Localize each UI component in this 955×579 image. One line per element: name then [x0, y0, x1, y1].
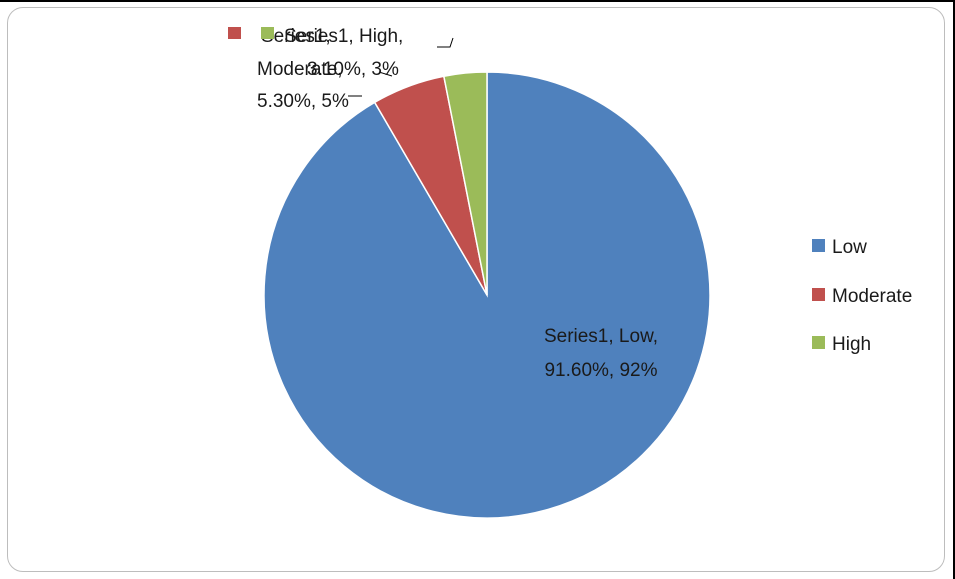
data-label-high-line2: 3.10%, 3% [307, 59, 399, 80]
data-label-high-line1: Series1, High, [284, 26, 403, 47]
top-border-line [0, 0, 955, 2]
legend: Low Moderate High [812, 237, 912, 355]
stray-swatch-high [261, 27, 274, 39]
legend-swatch-low [812, 239, 825, 252]
legend-label-moderate: Moderate [832, 286, 912, 307]
data-label-moderate-line1: Series1, [261, 26, 331, 47]
leader-lines [348, 37, 454, 97]
leader-line-high [437, 37, 454, 48]
right-border-line [953, 0, 955, 579]
chart-area [7, 7, 945, 572]
data-label-moderate-line3: 5.30%, 5% [257, 91, 349, 112]
stray-swatch-moderate [228, 27, 241, 39]
pie-slice-high [442, 71, 488, 296]
legend-swatch-high [812, 336, 825, 349]
legend-label-high: High [832, 334, 871, 355]
leader-line-moderate [378, 71, 393, 77]
legend-label-low: Low [832, 237, 867, 258]
data-label-low-line2: 91.60%, 92% [544, 360, 657, 381]
pie-slices [263, 71, 711, 519]
data-label-moderate-line2: Moderate, [257, 59, 343, 80]
data-label-low-line1: Series1, Low, [544, 326, 658, 347]
data-labels: Series1, Low, 91.60%, 92% Series1, Moder… [228, 26, 658, 381]
legend-swatch-moderate [812, 288, 825, 301]
